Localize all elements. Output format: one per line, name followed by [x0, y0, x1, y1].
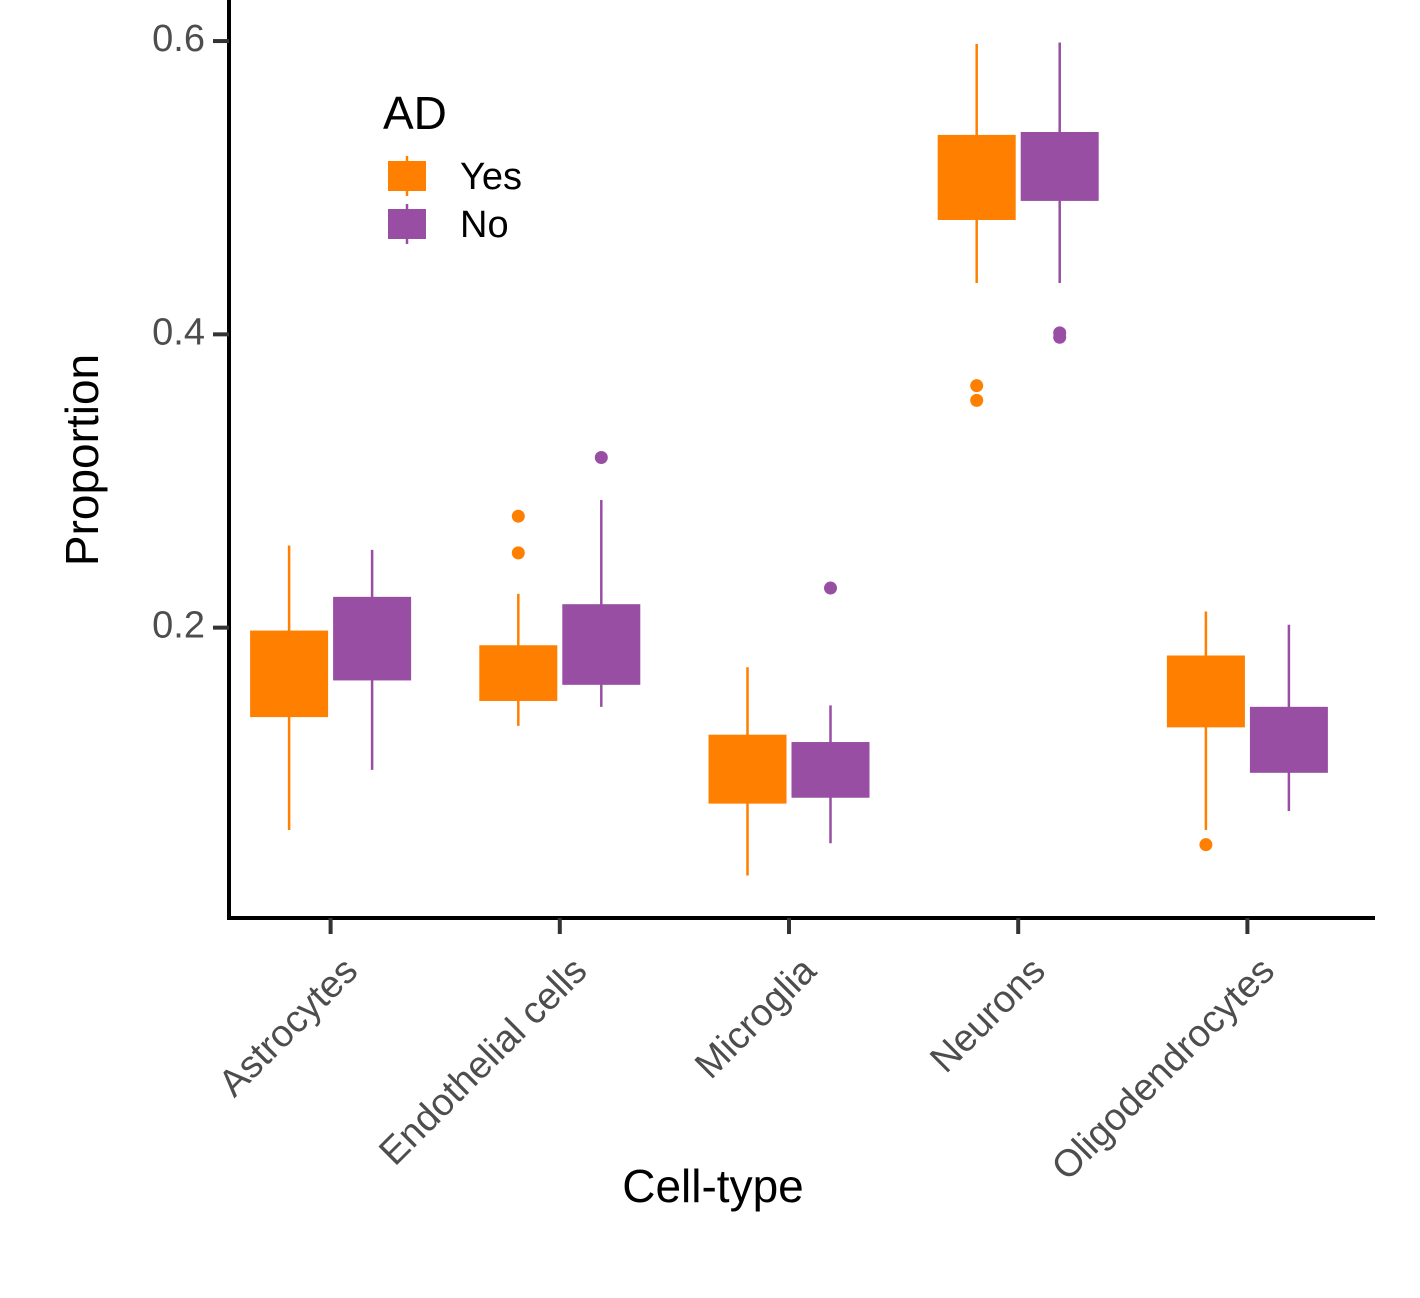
- box: [708, 734, 787, 804]
- box: [479, 645, 558, 701]
- box: [1166, 655, 1245, 728]
- box: [333, 596, 412, 681]
- legend-key: [388, 209, 426, 239]
- outlier: [1199, 838, 1213, 852]
- outlier: [511, 509, 525, 523]
- x-tick-label: Microglia: [687, 949, 825, 1087]
- box: [1020, 131, 1099, 201]
- x-tick-label: Endothelial cells: [371, 950, 595, 1174]
- y-tick-label: 0.6: [152, 18, 205, 60]
- outlier: [511, 546, 525, 560]
- outlier: [594, 451, 608, 465]
- x-axis-title: Cell-type: [622, 1160, 804, 1212]
- x-tick-label: Oligodendrocytes: [1044, 950, 1283, 1189]
- box: [1249, 706, 1328, 773]
- box: [250, 630, 329, 718]
- x-tick-label: Neurons: [922, 950, 1053, 1081]
- y-axis-title: Proportion: [56, 354, 108, 566]
- y-tick-label: 0.2: [152, 605, 205, 647]
- outlier: [970, 393, 984, 407]
- outlier: [970, 379, 984, 393]
- outlier: [824, 581, 837, 595]
- box: [937, 134, 1016, 220]
- outlier: [1053, 330, 1067, 344]
- box: [791, 742, 870, 798]
- box: [562, 604, 641, 685]
- legend-key: [388, 161, 426, 191]
- legend-title: AD: [383, 87, 447, 139]
- legend-label: No: [460, 204, 509, 246]
- legend-label: Yes: [460, 156, 522, 198]
- y-tick-label: 0.4: [152, 311, 205, 353]
- x-tick-label: Astrocytes: [211, 950, 366, 1105]
